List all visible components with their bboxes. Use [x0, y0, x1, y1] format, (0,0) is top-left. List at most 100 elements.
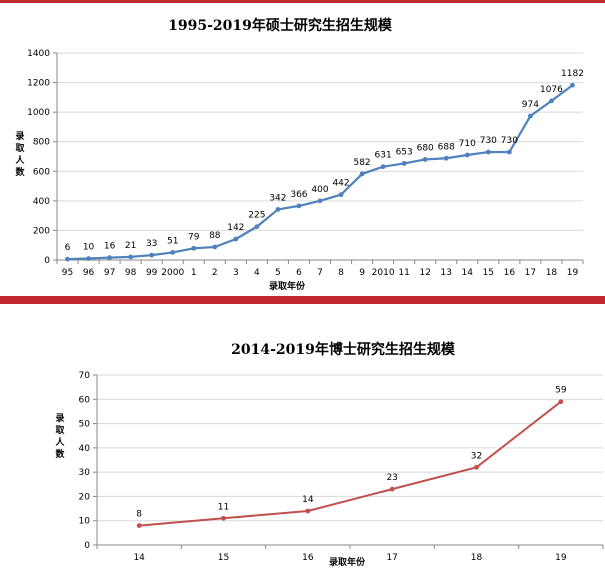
series-line-path: [139, 400, 562, 527]
panel-divider: [0, 296, 605, 304]
data-point: [558, 399, 564, 405]
data-label: 33: [146, 239, 157, 249]
data-label: 10: [83, 243, 95, 253]
x-tick-label: 12: [419, 268, 430, 278]
x-tick-label: 2000: [161, 268, 184, 278]
series-line: [139, 400, 562, 527]
data-point: [380, 164, 386, 170]
x-axis-label: 录取年份: [269, 280, 306, 292]
chart-title: 1995-2019年硕士研究生招生规模: [168, 17, 393, 34]
x-tick-label: 15: [483, 268, 494, 278]
y-tick-label: 50: [79, 420, 91, 430]
y-tick-label: 600: [33, 167, 50, 177]
y-tick-labels: 0 10 20 30 40 50 60 70: [79, 371, 91, 551]
doctoral-chart-panel: 2014-2019年博士研究生招生规模 0 10 20 30 40 50 60 70 14 15…: [0, 304, 605, 568]
x-tick-label: 19: [555, 553, 567, 563]
x-tick-label: 18: [546, 268, 558, 278]
data-label: 631: [375, 151, 392, 161]
x-tick-label: 1: [191, 268, 197, 278]
masters-chart-panel: 1995-2019年硕士研究生招生规模 0 200 400 600 800 1000 120…: [0, 0, 605, 292]
data-point: [233, 236, 239, 242]
data-point: [170, 250, 176, 255]
data-point: [128, 254, 134, 260]
data-label: 16: [104, 242, 116, 252]
y-axis-label: 录取人数: [54, 413, 65, 460]
y-tick-label: 70: [79, 371, 91, 381]
data-label: 11: [218, 502, 229, 512]
y-tick-label: 1400: [27, 49, 50, 59]
data-label: 342: [269, 193, 286, 203]
x-tick-label: 99: [146, 268, 158, 278]
gridlines: [57, 52, 583, 261]
data-point: [149, 252, 155, 258]
data-point: [570, 82, 575, 88]
chart-title: 2014-2019年博士研究生招生规模: [231, 341, 456, 358]
data-point: [296, 203, 302, 209]
x-tick-label: 16: [504, 268, 516, 278]
data-point: [191, 245, 197, 251]
x-tick-label: 14: [133, 553, 145, 563]
series-line-path: [67, 84, 574, 261]
data-label: 730: [480, 136, 497, 146]
data-point: [443, 155, 449, 161]
x-tick-label: 16: [302, 553, 314, 563]
data-point: [422, 157, 428, 162]
x-tick-label: 6: [296, 268, 302, 278]
x-tick-label: 3: [233, 268, 239, 278]
data-labels: 8 11 14 23 32 59: [136, 386, 567, 520]
data-label: 366: [290, 190, 307, 200]
x-tick-label: 7: [317, 268, 323, 278]
x-tick-labels: 14 15 16 17 18 19: [133, 553, 566, 563]
data-label: 6: [65, 243, 71, 253]
y-tick-label: 10: [79, 517, 91, 527]
x-tick-label: 8: [338, 268, 344, 278]
data-point: [107, 255, 112, 261]
data-point: [221, 515, 226, 521]
data-point: [305, 508, 311, 514]
data-label: 23: [386, 473, 397, 483]
doctoral-enrollment-chart: 2014-2019年博士研究生招生规模 0 10 20 30 40 50 60 70 14 15…: [54, 341, 604, 568]
data-label: 582: [353, 158, 370, 168]
x-tick-label: 96: [83, 268, 95, 278]
x-tick-label: 17: [386, 553, 397, 563]
y-tick-label: 0: [84, 541, 90, 551]
x-tick-label: 2010: [372, 268, 395, 278]
gridlines: [97, 374, 603, 546]
data-point: [528, 113, 533, 119]
y-tick-label: 200: [33, 226, 50, 236]
data-label: 653: [396, 147, 413, 157]
y-tick-label: 0: [44, 256, 50, 266]
data-point: [136, 523, 142, 528]
y-tick-labels: 0 200 400 600 800 1000 1200 1400: [27, 49, 50, 266]
data-label: 710: [459, 139, 476, 149]
x-tick-label: 15: [218, 553, 229, 563]
axes: [93, 374, 604, 549]
y-axis-label: 录取人数: [14, 131, 25, 178]
data-label: 21: [125, 241, 136, 251]
data-labels: 6 10 16 21 33 51 79 88 142 225 342 366 400 442 582 631 6…: [65, 69, 584, 253]
y-tick-label: 40: [79, 444, 91, 454]
y-tick-label: 800: [33, 138, 50, 148]
data-points: [136, 399, 564, 528]
data-label: 88: [209, 231, 221, 241]
data-label: 974: [522, 100, 539, 110]
y-tick-label: 1000: [27, 108, 50, 118]
data-label: 442: [332, 179, 349, 189]
x-tick-label: 11: [398, 268, 409, 278]
data-point: [65, 256, 70, 262]
x-tick-label: 95: [62, 268, 73, 278]
data-point: [212, 244, 218, 250]
data-point: [401, 161, 407, 166]
y-tick-label: 20: [79, 492, 91, 502]
y-tick-label: 60: [79, 395, 91, 405]
x-tick-label: 9: [359, 268, 365, 278]
data-label: 8: [136, 510, 142, 520]
x-tick-label: 18: [471, 553, 483, 563]
data-point: [338, 192, 344, 198]
x-tick-label: 97: [104, 268, 115, 278]
y-tick-label: 1200: [27, 79, 50, 89]
x-tick-label: 13: [441, 268, 452, 278]
data-label: 32: [471, 451, 482, 461]
x-axis-label: 录取年份: [329, 556, 366, 568]
data-label: 59: [555, 386, 567, 396]
